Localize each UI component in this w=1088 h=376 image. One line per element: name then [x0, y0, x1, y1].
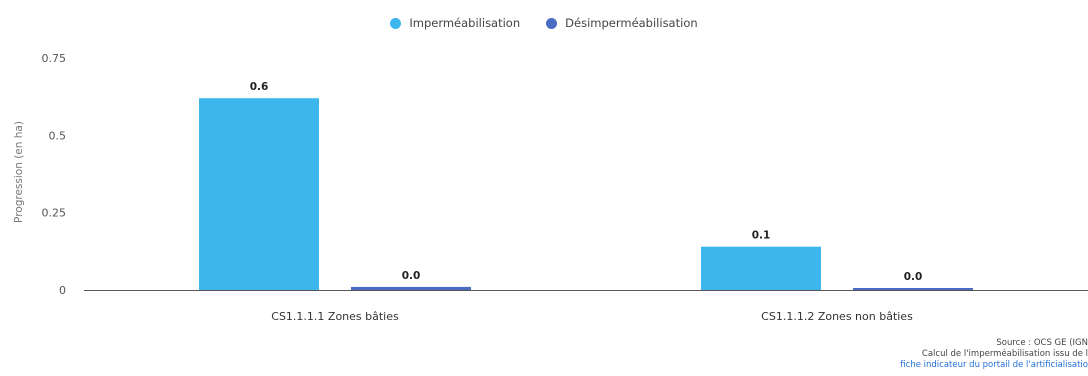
y-tick-label: 0.25 — [42, 207, 67, 220]
y-axis-title: Progression (en ha) — [13, 121, 25, 223]
bar-desimpermeabilisation — [853, 288, 973, 290]
data-label: 0.0 — [904, 271, 923, 283]
y-tick-label: 0 — [59, 284, 66, 297]
legend-marker-impermeabilisation — [390, 17, 402, 29]
legend-item-desimpermeabilisation[interactable]: Désimperméabilisation — [546, 16, 698, 30]
y-tick-label: 0.75 — [42, 52, 67, 65]
legend-label-impermeabilisation: Imperméabilisation — [409, 16, 521, 30]
y-tick-label: 0.5 — [49, 129, 67, 142]
credits-link[interactable]: fiche indicateur du portail de l'artific… — [900, 360, 1088, 370]
x-category-label: CS1.1.1.1 Zones bâties — [271, 310, 399, 323]
chart-credits: Source : OCS GE (IGN Calcul de l'impermé… — [788, 338, 1088, 371]
bar-impermeabilisation — [199, 98, 319, 290]
legend-label-desimpermeabilisation: Désimperméabilisation — [565, 16, 698, 30]
data-label: 0.1 — [752, 230, 771, 242]
chart-legend: Imperméabilisation Désimperméabilisation — [0, 16, 1088, 30]
bar-impermeabilisation — [701, 246, 821, 290]
bar-desimpermeabilisation — [351, 286, 471, 290]
data-label: 0.0 — [402, 270, 421, 282]
x-category-label: CS1.1.1.2 Zones non bâties — [761, 310, 913, 323]
data-label: 0.6 — [250, 81, 269, 93]
credits-calculation: Calcul de l'imperméabilisation issu de l — [921, 349, 1088, 359]
legend-item-impermeabilisation[interactable]: Imperméabilisation — [390, 16, 520, 30]
credits-source: Source : OCS GE (IGN — [996, 338, 1088, 348]
legend-marker-desimpermeabilisation — [546, 17, 558, 29]
